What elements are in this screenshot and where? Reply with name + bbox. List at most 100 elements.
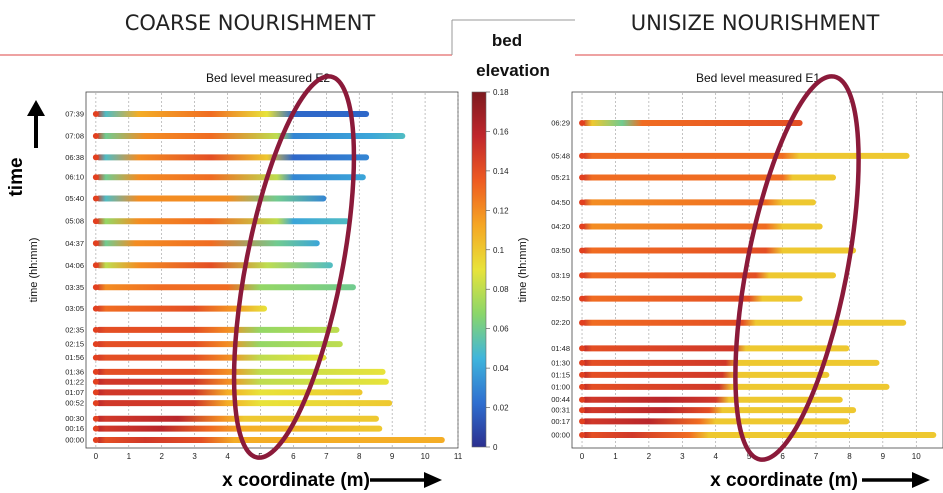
row-start-marker [92,195,99,202]
bed-row [95,341,343,348]
y-tick-label: 05:08 [65,217,84,226]
y-tick-label: 00:52 [65,399,84,408]
y-tick-label: 07:08 [65,132,84,141]
bed-row [582,345,850,352]
bed-row [582,295,803,302]
bed-row [95,368,386,375]
bed-row [582,319,907,326]
bed-row [582,396,843,403]
bed-row [582,174,837,181]
x-tick-label: 4 [225,452,230,461]
bed-row [95,284,356,291]
row-start-marker [579,359,586,366]
row-start-marker [579,152,586,159]
x-tick-label: 9 [881,452,886,461]
bed-row [582,247,857,254]
y-tick-label: 06:38 [65,153,84,162]
row-start-marker [92,305,99,312]
colorbar-tick-label: 0.16 [493,127,509,136]
y-tick-label: 01:56 [65,353,84,362]
x-tick-label: 0 [94,452,99,461]
x-tick-label: 4 [713,452,718,461]
bed-row [582,432,937,438]
y-tick-label: 01:07 [65,388,84,397]
row-start-marker [579,418,586,425]
bed-row [582,120,803,126]
colorbar [471,91,487,448]
row-start-marker [579,199,586,206]
y-tick-label: 04:06 [65,261,84,270]
right-x-coordinate-label: x coordinate (m) [710,470,858,491]
bed-row [95,437,445,443]
x-tick-label: 6 [780,452,785,461]
y-tick-label: 05:48 [551,151,570,160]
y-tick-label: 02:20 [551,318,570,327]
left-grid [95,93,459,447]
colorbar-tick-label: 0.04 [493,364,509,373]
row-start-marker [92,425,99,432]
y-tick-label: 01:00 [551,382,570,391]
right-panel-title: Bed level measured E1 [696,71,820,85]
y-tick-label: 02:50 [551,294,570,303]
right-y-tick-labels: 06:29 05:48 05:21 04:50 04:20 03:50 03:19 02:50… [551,119,570,440]
row-start-marker [579,383,586,390]
x-tick-label: 9 [390,452,395,461]
row-start-marker [92,174,99,181]
y-tick-label: 01:36 [65,367,84,376]
colorbar-label-line1: bed [492,31,522,50]
bed-row [95,400,393,407]
time-arrow-label: time [6,157,27,196]
row-start-marker [579,371,586,378]
y-tick-label: 05:40 [65,194,84,203]
x-tick-label: 5 [747,452,752,461]
row-start-marker [92,218,99,225]
bed-row [582,223,823,230]
y-tick-label: 04:20 [551,222,570,231]
y-tick-label: 06:10 [65,173,84,182]
bed-row [95,133,406,140]
bed-row [95,195,327,202]
time-arrow-head [27,100,45,116]
row-start-marker [92,262,99,269]
bed-row [95,262,333,269]
x-tick-label: 6 [291,452,296,461]
x-tick-label: 3 [680,452,685,461]
y-tick-label: 04:50 [551,198,570,207]
x-tick-label: 7 [324,452,329,461]
x-tick-label: 8 [847,452,852,461]
x-tick-label: 7 [814,452,819,461]
right-header: UNISIZE NOURISHMENT [631,11,880,35]
row-start-marker [579,174,586,181]
right-plot-area [571,91,943,449]
row-start-marker [579,223,586,230]
row-start-marker [579,272,586,279]
y-tick-label: 03:50 [551,246,570,255]
bed-row [95,240,320,247]
bed-row [582,359,880,366]
row-start-marker [579,432,586,438]
row-start-marker [92,378,99,385]
left-highlight-ellipse [231,74,357,460]
bed-row [95,154,370,161]
row-start-marker [92,133,99,140]
row-start-marker [92,415,99,422]
y-tick-label: 03:35 [65,283,84,292]
x-tick-label: 1 [613,452,618,461]
bed-row [582,272,837,279]
x-tick-label: 0 [580,452,585,461]
y-tick-label: 01:48 [551,344,570,353]
row-start-marker [92,326,99,333]
right-y-axis-label: time (hh:mm) [517,238,529,303]
bed-row [95,174,366,181]
bed-row [95,111,370,117]
left-x-tick-labels: 0 1 2 3 4 5 6 7 8 9 10 11 [94,452,463,461]
left-y-axis-label: time (hh:mm) [28,238,40,303]
y-tick-label: 06:29 [551,119,570,128]
x-tick-label: 11 [454,452,463,461]
y-tick-label: 01:30 [551,358,570,367]
bed-row [582,199,816,206]
row-start-marker [92,341,99,348]
colorbar-tick-label: 0 [493,443,498,452]
bed-row [582,152,910,159]
